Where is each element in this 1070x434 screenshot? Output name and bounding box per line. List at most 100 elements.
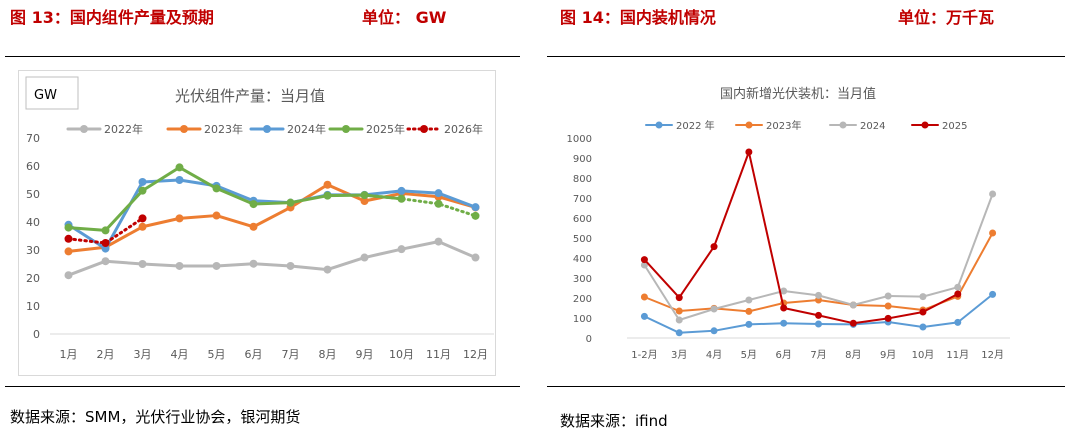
data-point-2024 [397, 186, 406, 195]
y-tick-label: 400 [573, 254, 592, 265]
source-right: 数据来源：ifind [560, 412, 668, 430]
y-tick-label: 700 [573, 194, 592, 205]
y-tick-label: 800 [573, 174, 592, 185]
legend-label-2022: 2022年 [104, 122, 143, 136]
data-point-2025 [397, 194, 406, 203]
data-point-2022 [815, 320, 822, 328]
data-point-2022 [212, 261, 221, 270]
fig13-unit: 单位： GW [362, 8, 447, 27]
data-point-2025 [640, 256, 648, 264]
series-line-2025 [643, 151, 959, 325]
data-point-2025 [471, 211, 480, 220]
x-tick-label: 10月 [912, 349, 935, 361]
data-point-2024 [780, 287, 788, 295]
legend-marker-2022 [80, 125, 88, 133]
data-point-2023 [64, 247, 73, 256]
data-point-2023 [745, 307, 753, 315]
data-point-2025 [745, 148, 753, 156]
data-point-2022 [360, 253, 369, 262]
data-point-2022 [323, 265, 332, 274]
data-point-2023 [212, 211, 221, 220]
legend-label-2024: 2024年 [287, 122, 326, 136]
legend-marker-2023 [745, 121, 753, 129]
data-point-2022 [434, 237, 443, 246]
data-point-2026 [138, 214, 147, 223]
x-tick-label: 11月 [946, 349, 969, 361]
data-point-2025 [249, 200, 258, 209]
x-tick-label: 9月 [880, 349, 896, 361]
y-tick-label: 100 [573, 314, 592, 325]
legend-marker-2024 [839, 121, 847, 129]
data-point-2022 [286, 261, 295, 270]
y-tick-label: 200 [573, 294, 592, 305]
x-tick-label: 2月 [97, 348, 115, 361]
y-tick-label: 40 [26, 216, 40, 229]
x-tick-label: 4月 [706, 349, 722, 361]
x-tick-label: 12月 [981, 349, 1004, 361]
data-point-2024 [710, 305, 718, 313]
data-point-2024 [989, 190, 997, 198]
x-tick-label: 1月 [60, 348, 78, 361]
unit-box-label: GW [34, 88, 57, 103]
x-tick-label: 6月 [775, 349, 791, 361]
data-point-2025 [884, 314, 892, 322]
fig13-title: 图 13：国内组件产量及预期 [10, 8, 214, 27]
data-point-2025 [710, 243, 718, 251]
data-point-2022 [64, 271, 73, 280]
series-line-2022 [67, 240, 477, 277]
x-tick-label: 12月 [463, 348, 488, 361]
x-tick-label: 11月 [426, 348, 451, 361]
data-point-2022 [745, 320, 753, 328]
data-point-2024 [815, 291, 822, 299]
legend-marker-2026 [420, 125, 428, 133]
legend-marker-2023 [180, 125, 188, 133]
data-point-2023 [323, 180, 332, 189]
data-point-2022 [989, 290, 997, 298]
data-point-2025 [138, 186, 147, 195]
data-point-2023 [640, 293, 648, 301]
x-tick-label: 1-2月 [631, 349, 657, 361]
y-tick-label: 10 [26, 300, 40, 313]
x-tick-label: 6月 [245, 348, 263, 361]
data-point-2023 [884, 302, 892, 310]
chart-installation: 国内新增光伏装机：当月值 0 100 200 300 400 500 600 700 800 900… [560, 70, 1030, 370]
data-point-2025 [675, 294, 683, 302]
legend-marker-2025 [342, 125, 350, 133]
data-point-2025 [919, 308, 927, 316]
data-point-2022 [175, 261, 184, 270]
x-tick-label: 3月 [134, 348, 152, 361]
y-tick-label: 500 [573, 234, 592, 245]
data-point-2024 [919, 293, 927, 301]
data-point-2024 [434, 189, 443, 198]
series-forecast-line-2025 [363, 193, 477, 218]
data-point-2024 [138, 177, 147, 186]
data-point-2024 [471, 203, 480, 212]
data-point-2023 [989, 229, 997, 237]
data-point-2022 [640, 312, 648, 320]
chart-title: 国内新增光伏装机：当月值 [720, 86, 876, 102]
data-point-2024 [745, 296, 753, 304]
y-tick-label: 1000 [567, 134, 592, 145]
legend-label-2026: 2026年 [444, 122, 483, 136]
data-point-2024 [675, 316, 683, 324]
data-point-2026 [101, 239, 110, 247]
y-tick-label: 70 [26, 132, 40, 145]
data-point-2023 [175, 214, 184, 223]
chart-frame [18, 70, 496, 376]
y-tick-label: 60 [26, 160, 40, 173]
legend-marker-2024 [263, 125, 271, 133]
x-tick-label: 5月 [208, 348, 226, 361]
data-point-2022 [954, 318, 962, 326]
y-tick-label: 20 [26, 272, 40, 285]
y-tick-label: 0 [586, 334, 592, 345]
data-point-2022 [138, 260, 147, 268]
data-point-2025 [64, 223, 73, 232]
legend-label-2023: 2023年 [766, 119, 801, 132]
data-point-2025 [286, 198, 295, 207]
data-point-2024 [175, 176, 184, 184]
data-point-2022 [249, 259, 258, 268]
y-tick-label: 30 [26, 244, 40, 257]
x-tick-label: 7月 [282, 348, 300, 361]
series-line-2024 [67, 178, 477, 251]
chart-svg-production: GW 光伏组件产量：当月值 0 10 20 30 40 50 60 70 1月 2月 3月 4月 5月 6月 7… [18, 70, 496, 376]
